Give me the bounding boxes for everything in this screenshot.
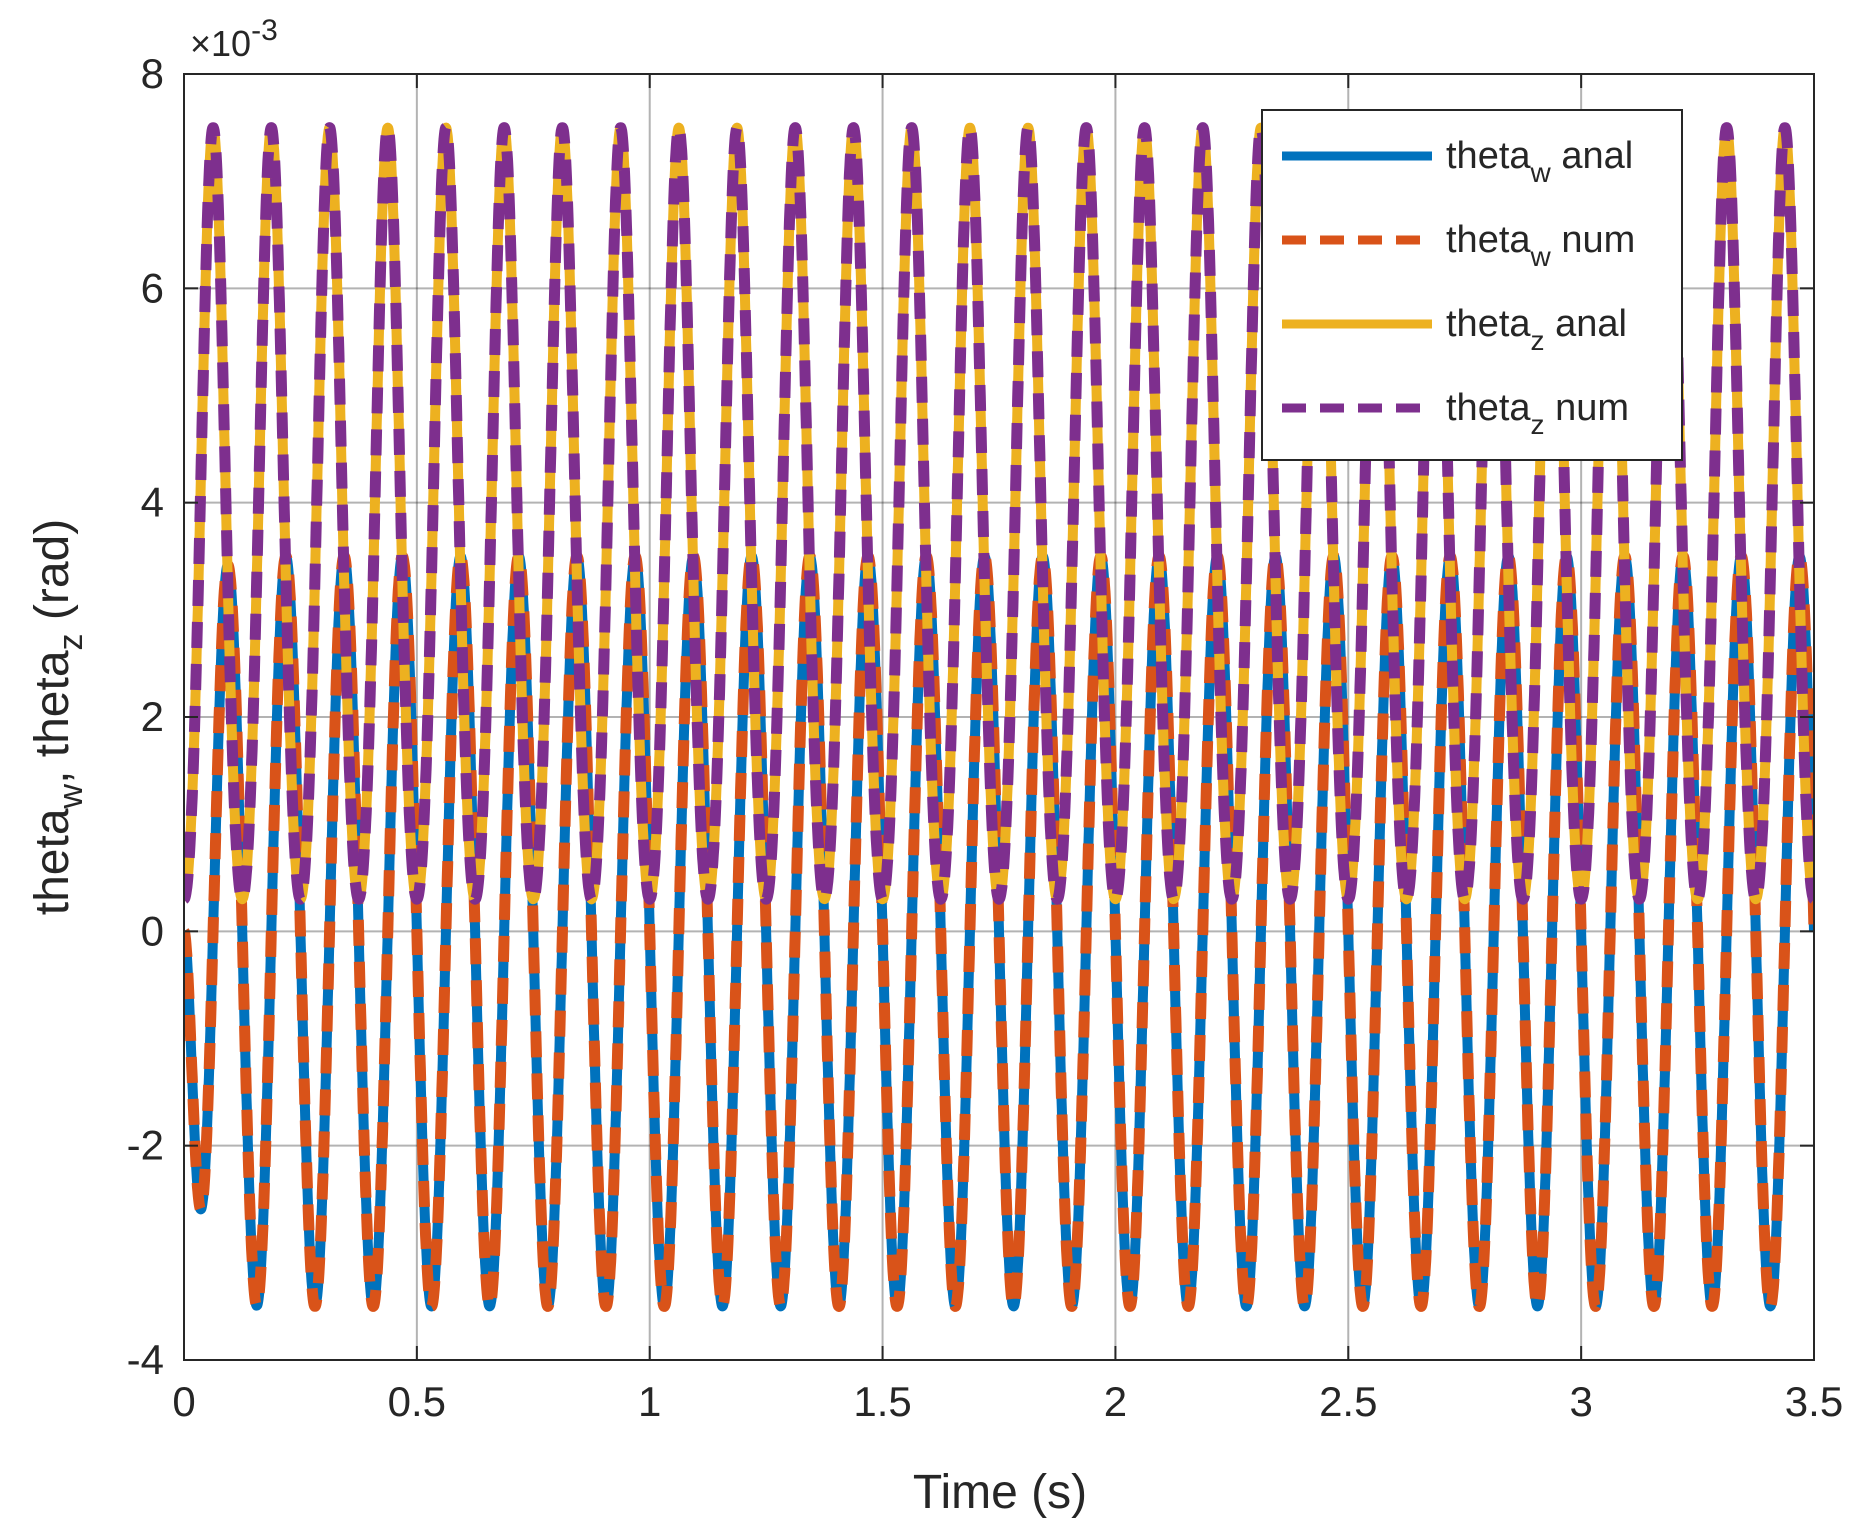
series-line-theta-w-num bbox=[184, 550, 1814, 1312]
axis-exponent: ×10-3 bbox=[190, 14, 278, 64]
x-tick-label: 1.5 bbox=[853, 1378, 911, 1425]
y-tick-label: 4 bbox=[141, 479, 164, 526]
y-tick-label: -2 bbox=[127, 1122, 164, 1169]
y-tick-label: 0 bbox=[141, 907, 164, 954]
exponent-base: 10 bbox=[211, 23, 251, 64]
y-tick-label: 2 bbox=[141, 693, 164, 740]
x-tick-label: 1 bbox=[638, 1378, 661, 1425]
x-tick-label: 3 bbox=[1569, 1378, 1592, 1425]
legend-label: thetaz num bbox=[1446, 387, 1629, 440]
legend-label: thetaz anal bbox=[1446, 303, 1627, 356]
ylabel-end: (rad) bbox=[26, 519, 79, 634]
legend-box bbox=[1261, 109, 1683, 461]
exponent-mult: × bbox=[190, 23, 211, 64]
x-tick-label: 0.5 bbox=[388, 1378, 446, 1425]
ylabel-sub-z: z bbox=[52, 633, 90, 650]
exponent-power: -3 bbox=[251, 14, 278, 47]
ticks: 0 0.5 1 1.5 2 2.5 3 3.5 -4 -2 0 2 4 6 8 bbox=[127, 50, 1844, 1425]
legend: thetaw anal thetaw num thetaz anal thetaz n… bbox=[1261, 109, 1683, 461]
ylabel-main: theta bbox=[26, 808, 79, 915]
x-tick-label: 0 bbox=[172, 1378, 195, 1425]
legend-label: thetaw num bbox=[1446, 219, 1635, 272]
x-tick-label: 2 bbox=[1104, 1378, 1127, 1425]
legend-label: thetaw anal bbox=[1446, 135, 1633, 188]
y-tick-label: -4 bbox=[127, 1336, 164, 1383]
y-tick-label: 8 bbox=[141, 50, 164, 97]
x-axis-label: Time (s) bbox=[913, 1466, 1087, 1519]
x-tick-label: 3.5 bbox=[1785, 1378, 1843, 1425]
ylabel-mid: , theta bbox=[26, 650, 79, 784]
x-tick-label: 2.5 bbox=[1319, 1378, 1377, 1425]
y-tick-label: 6 bbox=[141, 264, 164, 311]
ylabel-sub-w: w bbox=[52, 783, 90, 809]
y-axis-label: thetaw, thetaz (rad) bbox=[26, 519, 90, 915]
